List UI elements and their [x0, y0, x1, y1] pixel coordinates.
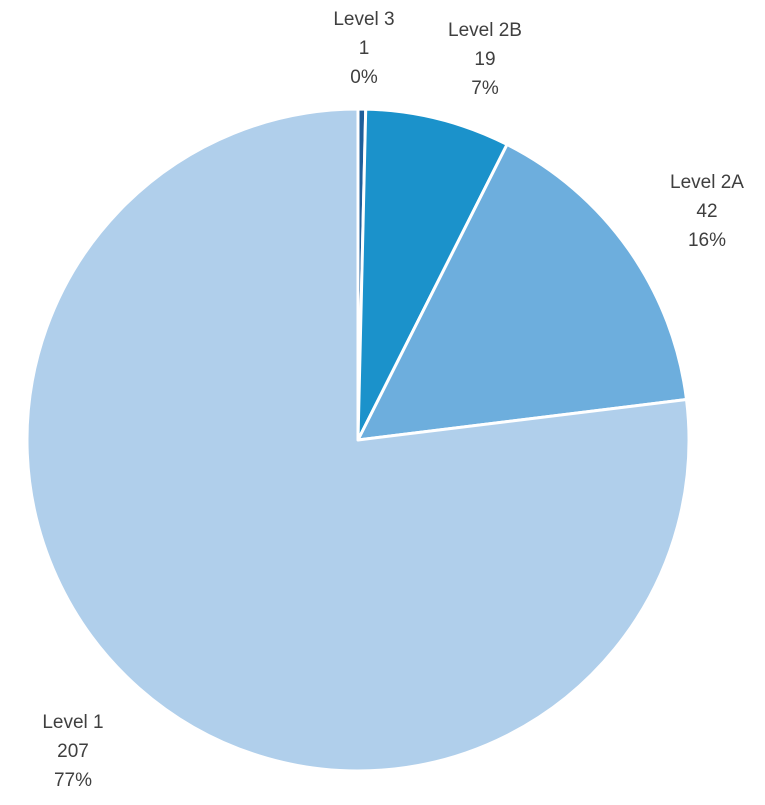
data-label-level-1-value: 207: [57, 741, 89, 762]
pie-slice-level-1: [25, 107, 691, 773]
data-label-level-1: Level 1 207 77%: [42, 712, 103, 791]
pie-slice-level-2b: [356, 107, 509, 442]
data-label-level-3-name: Level 3: [333, 9, 394, 30]
data-label-level-2a: Level 2A 42 16%: [670, 172, 744, 251]
data-label-level-3: Level 3 1 0%: [333, 9, 394, 88]
data-label-level-2b-name: Level 2B: [448, 20, 522, 41]
data-label-level-1-name: Level 1: [42, 712, 103, 733]
data-label-level-2a-value: 42: [696, 201, 717, 222]
data-label-level-3-percent: 0%: [350, 67, 378, 88]
pie-slice-level-2a: [356, 142, 689, 442]
data-label-level-2b: Level 2B 19 7%: [448, 20, 522, 99]
data-label-level-3-value: 1: [359, 38, 370, 59]
data-label-level-2b-percent: 7%: [471, 78, 499, 99]
pie-slices: [25, 107, 691, 773]
data-label-level-2a-percent: 16%: [688, 230, 726, 251]
data-label-level-1-percent: 77%: [54, 770, 92, 791]
data-label-level-2a-name: Level 2A: [670, 172, 744, 193]
data-label-level-2b-value: 19: [474, 49, 495, 70]
